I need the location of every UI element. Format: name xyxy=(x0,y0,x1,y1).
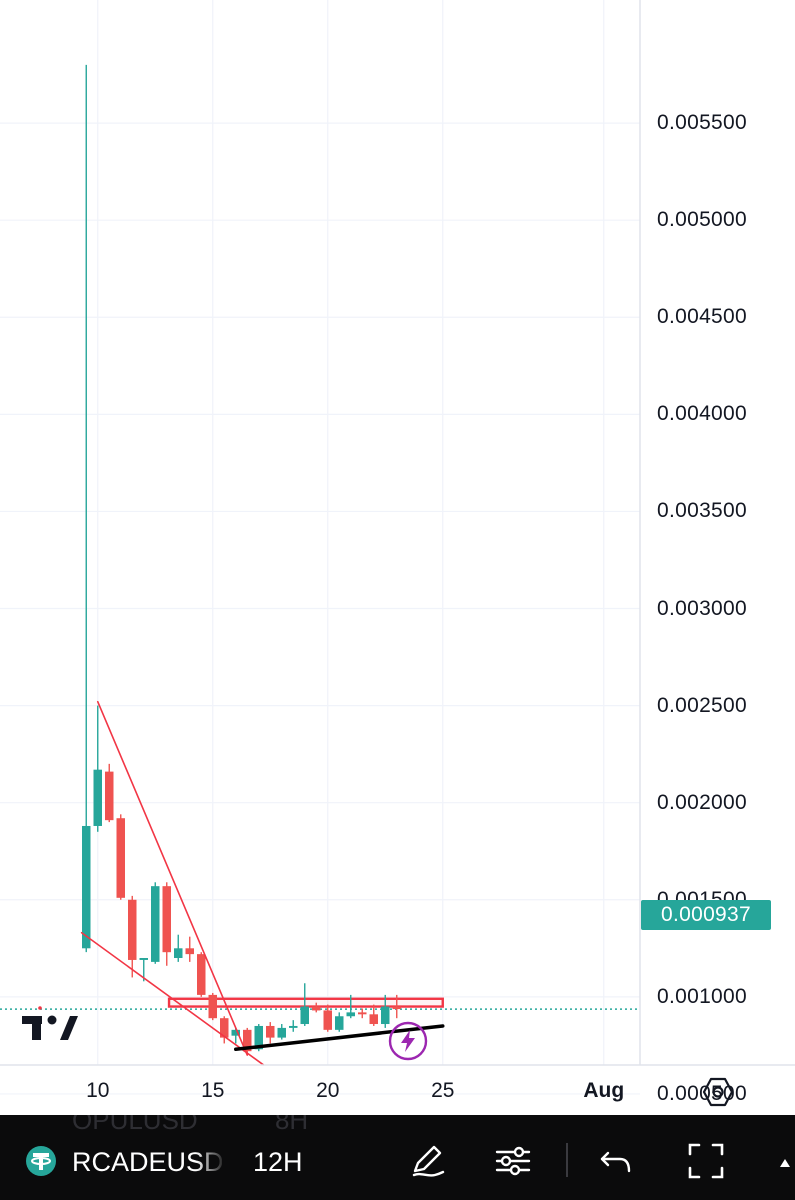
resistance-trendline xyxy=(96,700,249,1056)
candle-up xyxy=(82,825,91,949)
tradingview-logo[interactable] xyxy=(20,1006,80,1042)
tether-icon[interactable] xyxy=(24,1144,58,1178)
date-tick-label: 15 xyxy=(201,1079,225,1102)
candle-up xyxy=(289,1025,298,1028)
ghost-interval: 8H xyxy=(274,1115,309,1135)
ghost-symbol: OPULUSD xyxy=(72,1115,198,1135)
candle-up xyxy=(300,1006,309,1025)
price-tick-label: 0.001000 xyxy=(657,984,747,1008)
price-tick-label: 0.005500 xyxy=(657,111,747,135)
drawing-layer[interactable] xyxy=(80,700,445,1066)
candle-up xyxy=(93,769,102,826)
candle-up xyxy=(139,958,148,960)
price-tick-label: 0.000500 xyxy=(657,1081,747,1105)
price-tick-label: 0.005000 xyxy=(657,208,747,232)
candle-down xyxy=(323,1010,332,1030)
candle-down xyxy=(197,954,206,995)
date-tick-label: 25 xyxy=(431,1079,455,1102)
bottom-toolbar: OPULUSD 8H RCADEUSDT 12H xyxy=(0,1115,795,1200)
support-trendline xyxy=(234,1024,445,1052)
candle-down xyxy=(266,1025,275,1038)
candle-up xyxy=(174,948,183,959)
candle-up xyxy=(231,1029,240,1036)
candle-down xyxy=(220,1018,229,1038)
chart-settings-icon[interactable] xyxy=(700,1074,736,1110)
lightning-icon[interactable] xyxy=(387,1020,429,1062)
candle-up xyxy=(346,1012,355,1017)
candle-up xyxy=(151,886,160,962)
candle-down xyxy=(243,1029,252,1052)
candle-down xyxy=(369,1014,378,1025)
date-tick-label: 20 xyxy=(316,1079,340,1102)
candle-down xyxy=(162,886,171,953)
candle-down xyxy=(358,1012,367,1015)
candle-up xyxy=(254,1025,263,1050)
candle-layer xyxy=(82,64,401,1056)
candle-down xyxy=(312,1006,321,1011)
candle-down xyxy=(392,1006,401,1010)
interval-button[interactable]: 12H xyxy=(253,1147,303,1177)
grid-layer xyxy=(0,0,640,1095)
frame-layer xyxy=(0,0,795,1066)
sliders-icon[interactable] xyxy=(491,1139,535,1183)
candle-up xyxy=(381,1006,390,1025)
candle-down xyxy=(105,771,114,821)
more-icon[interactable] xyxy=(776,1139,795,1183)
pencil-icon[interactable] xyxy=(405,1139,449,1183)
symbol-fade xyxy=(196,1143,226,1181)
candle-down xyxy=(185,948,194,955)
date-tick-label: 10 xyxy=(86,1079,110,1102)
candle-down xyxy=(128,899,137,960)
chart-canvas[interactable] xyxy=(0,0,795,1115)
price-tick-label: 0.004500 xyxy=(657,305,747,329)
price-tick-label: 0.004000 xyxy=(657,402,747,426)
resistance-trendline xyxy=(80,931,265,1066)
chart-area[interactable]: 0.005500 0.005000 0.004500 0.004000 0.003500… xyxy=(0,0,795,1115)
previous-symbol-row: OPULUSD 8H xyxy=(72,1115,378,1136)
price-tick-label: 0.003500 xyxy=(657,499,747,523)
price-tick-label: 0.002000 xyxy=(657,790,747,814)
toolbar-divider xyxy=(566,1143,568,1177)
candle-down xyxy=(208,994,217,1019)
candle-up xyxy=(335,1016,344,1030)
price-tick-label: 0.003000 xyxy=(657,596,747,620)
last-price-badge: 0.000937 xyxy=(641,900,771,930)
candle-down xyxy=(116,818,125,898)
fullscreen-icon[interactable] xyxy=(684,1139,728,1183)
date-tick-label: Aug xyxy=(583,1079,625,1102)
undo-icon[interactable] xyxy=(594,1139,638,1183)
price-tick-label: 0.002500 xyxy=(657,693,747,717)
candle-up xyxy=(277,1027,286,1038)
